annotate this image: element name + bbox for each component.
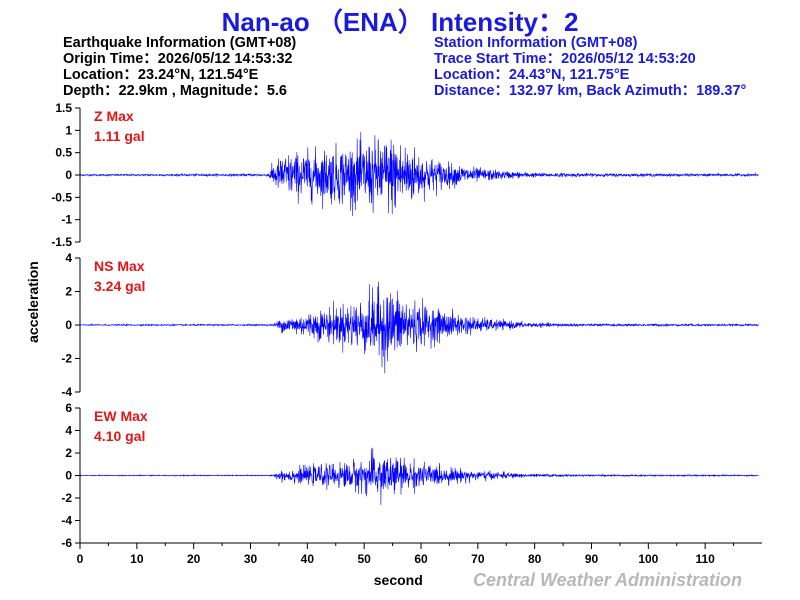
ew-y-tick-label: 4 (65, 424, 72, 438)
x-tick-label: 100 (638, 552, 658, 566)
z-max-value: 1.11 gal (94, 128, 145, 144)
ew-trace (79, 447, 759, 505)
ns-y-tick-label: 4 (65, 251, 72, 265)
x-tick-label: 10 (130, 552, 144, 566)
station-info: Station Information (GMT+08) Trace Start… (434, 35, 746, 99)
ns-y-tick-label: -2 (61, 352, 72, 366)
chart-title: Nan-ao （ENA） Intensity：2 (221, 7, 579, 37)
x-tick-label: 90 (585, 552, 599, 566)
z-trace (79, 132, 759, 217)
epicenter-location: Location：23.24°N, 121.54°E (63, 67, 259, 83)
z-y-tick-label: -0.5 (51, 190, 72, 204)
ns-max-value: 3.24 gal (94, 278, 145, 294)
station-info-header: Station Information (GMT+08) (434, 35, 638, 51)
ew-max-value: 4.10 gal (94, 428, 145, 444)
ns-y-tick-label: 2 (65, 285, 72, 299)
z-y-tick-label: 0.5 (55, 146, 72, 160)
ns-y-tick-label: -4 (61, 385, 72, 399)
x-tick-label: 50 (357, 552, 371, 566)
ew-y-tick-label: -4 (61, 514, 72, 528)
distance-azimuth: Distance：132.97 km, Back Azimuth：189.37° (434, 83, 747, 99)
x-tick-label: 60 (414, 552, 428, 566)
ew-y-tick-label: -6 (61, 536, 72, 550)
z-y-tick-label: 1.5 (55, 101, 72, 115)
ns-trace (79, 281, 759, 374)
x-tick-label: 30 (244, 552, 258, 566)
x-tick-label: 20 (187, 552, 201, 566)
trace-start-time: Trace Start Time：2026/05/12 14:53:20 (434, 51, 696, 67)
earthquake-info-header: Earthquake Information (GMT+08) (63, 35, 297, 51)
z-y-tick-label: -1 (61, 213, 72, 227)
ew-max-label: EW Max (94, 408, 148, 424)
x-tick-label: 40 (301, 552, 315, 566)
ew-y-tick-label: 2 (65, 446, 72, 460)
x-tick-label: 110 (695, 552, 715, 566)
z-max-label: Z Max (94, 108, 134, 124)
x-axis-label: second (374, 572, 423, 588)
depth-magnitude: Depth：22.9km , Magnitude：5.6 (63, 83, 287, 99)
ns-max-label: NS Max (94, 258, 145, 274)
y-axis-label: acceleration (25, 261, 41, 343)
ew-y-tick-label: 0 (65, 469, 72, 483)
x-tick-label: 0 (77, 552, 84, 566)
agency-credit: Central Weather Administration (473, 570, 743, 590)
ns-y-tick-label: 0 (65, 318, 72, 332)
z-y-tick-label: 0 (65, 168, 72, 182)
origin-time: Origin Time：2026/05/12 14:53:32 (63, 51, 293, 67)
ew-y-tick-label: -2 (61, 491, 72, 505)
z-y-tick-label: -1.5 (51, 235, 72, 249)
earthquake-info: Earthquake Information (GMT+08) Origin T… (63, 35, 296, 99)
ew-y-tick-label: 6 (65, 401, 72, 415)
station-location: Location：24.43°N, 121.75°E (434, 67, 630, 83)
x-tick-label: 80 (528, 552, 542, 566)
x-tick-label: 70 (471, 552, 485, 566)
z-y-tick-label: 1 (65, 123, 72, 137)
